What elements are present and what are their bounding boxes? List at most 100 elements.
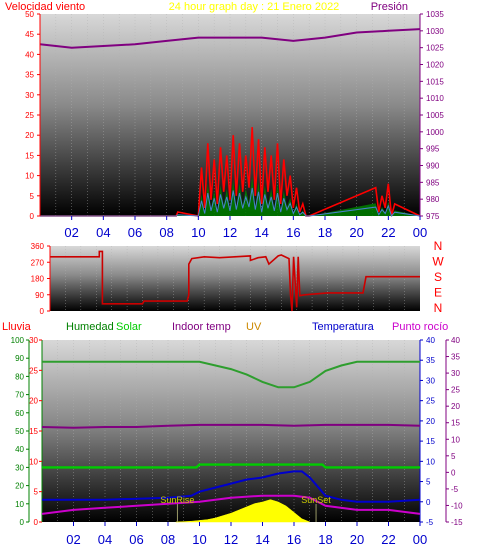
panel2-grid — [65, 246, 405, 311]
hour-label: 14 — [255, 532, 269, 547]
direction-letter: N — [434, 239, 443, 253]
temperature-tick-label: 20 — [426, 417, 435, 426]
temperature-tick-label: 35 — [426, 356, 435, 365]
dewpoint-tick-label: 25 — [451, 386, 460, 395]
wind-speed-line — [40, 127, 421, 217]
wind-axis-ticks: 0 5 10 15 20 25 30 35 40 45 50 — [25, 10, 40, 221]
dewpoint-tick-label: -15 — [451, 518, 463, 527]
hour-label: 02 — [66, 532, 80, 547]
panel1-grid — [55, 14, 405, 216]
humidity-tick-label: 0 — [34, 518, 39, 527]
rain-tick-label: 10 — [15, 500, 24, 509]
pressure-tick-label: 1000 — [426, 128, 444, 137]
pressure-tick-label: 1025 — [426, 44, 444, 53]
rain-tick-label: 40 — [15, 445, 24, 454]
direction-tick-label: 180 — [31, 275, 45, 284]
wind-tick-label: 50 — [25, 10, 34, 19]
rain-tick-label: 90 — [15, 354, 24, 363]
direction-letter: S — [434, 270, 442, 284]
dewpoint-tick-label: 0 — [451, 468, 456, 477]
hour-label: 12 — [224, 532, 238, 547]
pressure-tick-label: 975 — [426, 212, 440, 221]
wind-tick-label: 35 — [25, 71, 34, 80]
dewpoint-tick-label: 35 — [451, 353, 460, 362]
legend-lluvia: Lluvia — [2, 321, 32, 333]
rain-tick-label: 80 — [15, 372, 24, 381]
legend-indoor-temp: Indoor temp — [172, 321, 231, 333]
hour-label: 04 — [96, 225, 110, 240]
pressure-tick-label: 1015 — [426, 77, 444, 86]
rain-tick-label: 70 — [15, 391, 24, 400]
hour-label: 10 — [192, 532, 206, 547]
wind-average-line — [40, 187, 421, 218]
direction-letter: N — [434, 301, 443, 315]
hour-label: 06 — [128, 225, 142, 240]
pressure-tick-label: 1035 — [426, 10, 444, 19]
pressure-line — [39, 28, 421, 49]
solar-line — [42, 463, 420, 469]
panel3-hour-labels: 02 04 06 08 10 12 14 16 18 20 22 00 — [66, 522, 427, 547]
direction-tick-label: 90 — [35, 291, 44, 300]
wind-tick-label: 15 — [25, 151, 34, 160]
pressure-tick-label: 980 — [426, 195, 440, 204]
hour-label: 08 — [161, 532, 175, 547]
rain-tick-label: 50 — [15, 427, 24, 436]
pressure-tick-label: 995 — [426, 145, 440, 154]
dewpoint-tick-label: 15 — [451, 419, 460, 428]
humidity-tick-label: 5 — [34, 488, 39, 497]
hour-label: 00 — [413, 532, 427, 547]
legend-temperatura: Temperatura — [312, 321, 375, 333]
hour-label: 16 — [287, 532, 301, 547]
wind-tick-label: 25 — [25, 111, 34, 120]
temperature-tick-label: 10 — [426, 457, 435, 466]
pressure-tick-label: 1010 — [426, 94, 444, 103]
wind-tick-label: 5 — [30, 192, 35, 201]
pressure-tick-label: 1020 — [426, 61, 444, 70]
rain-tick-label: 0 — [20, 518, 25, 527]
wind-tick-label: 40 — [25, 50, 34, 59]
panel3-left-axes: 0 10 20 30 40 50 60 70 80 90 100 0 5 10 15 20 25 30 — [11, 336, 43, 527]
direction-tick-label: 270 — [31, 258, 45, 267]
hour-label: 10 — [191, 225, 205, 240]
pressure-title: Presión — [371, 1, 408, 13]
rain-tick-label: 20 — [15, 482, 24, 491]
hour-label: 20 — [349, 225, 363, 240]
legend-humedad: Humedad — [66, 321, 114, 333]
hour-label: 12 — [223, 225, 237, 240]
panel2-series — [50, 250, 420, 312]
legend-punto-rocio: Punto rocío — [392, 321, 448, 333]
wind-speed-title: Velocidad viento — [5, 1, 85, 13]
temperature-tick-label: 5 — [426, 478, 431, 487]
sunrise-annotation: SunRise — [160, 495, 194, 505]
dewpoint-tick-label: 20 — [451, 402, 460, 411]
panel1-series — [39, 28, 421, 218]
wind-tick-label: 10 — [25, 172, 34, 181]
dewpoint-tick-label: 10 — [451, 435, 460, 444]
temperature-tick-label: 30 — [426, 376, 435, 385]
panel3-series — [41, 360, 421, 523]
hour-label: 22 — [381, 532, 395, 547]
rain-tick-label: 100 — [11, 336, 25, 345]
dewpoint-tick-label: 40 — [451, 336, 460, 345]
humidity-tick-label: 15 — [29, 427, 38, 436]
hour-label: 22 — [381, 225, 395, 240]
pressure-tick-label: 985 — [426, 178, 440, 187]
panel1-hour-labels: 02 04 06 08 10 12 14 16 18 20 22 00 — [64, 216, 427, 240]
dewpoint-tick-label: -10 — [451, 501, 463, 510]
humidity-line — [42, 360, 420, 389]
temperature-tick-label: 15 — [426, 437, 435, 446]
rain-tick-label: 30 — [15, 463, 24, 472]
legend-uv: UV — [246, 321, 262, 333]
direction-letter: W — [432, 255, 444, 269]
temperature-line — [42, 470, 421, 503]
pressure-tick-label: 990 — [426, 162, 440, 171]
hour-label: 14 — [254, 225, 268, 240]
wind-tick-label: 30 — [25, 91, 34, 100]
pressure-tick-label: 1005 — [426, 111, 444, 120]
pressure-axis-ticks: 975 980 985 990 995 1000 1005 1010 1015 1020 1025 1… — [420, 10, 444, 221]
indoor-temp-line — [41, 423, 421, 429]
